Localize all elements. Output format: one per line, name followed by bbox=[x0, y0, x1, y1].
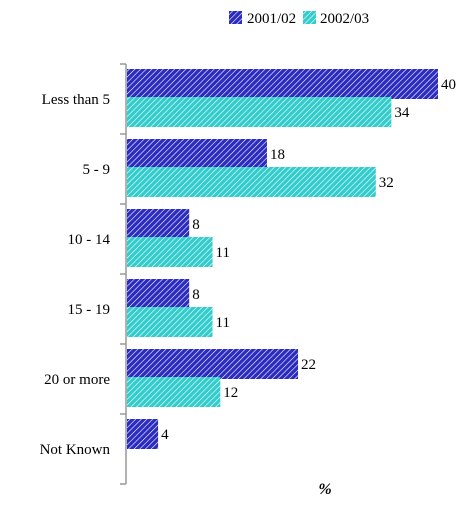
bar-2002-03 bbox=[127, 97, 392, 127]
legend-swatch bbox=[303, 11, 316, 24]
data-label: 8 bbox=[192, 287, 200, 303]
bar-2001-02 bbox=[127, 279, 190, 309]
category-tick-label: Less than 5 bbox=[42, 92, 110, 108]
data-label: 12 bbox=[223, 385, 238, 401]
bar-2001-02 bbox=[127, 419, 159, 449]
x-axis-label: % bbox=[318, 481, 331, 498]
data-label: 22 bbox=[301, 357, 316, 373]
bar-2001-02 bbox=[127, 349, 299, 379]
bar-2002-03 bbox=[127, 377, 221, 407]
data-label: 4 bbox=[161, 427, 169, 443]
legend: 2001/02 2002/03 bbox=[229, 11, 369, 27]
category-axis: Less than 5 5 - 9 10 - 14 15 - 19 20 or more… bbox=[40, 63, 127, 485]
bar-2001-02 bbox=[127, 139, 267, 169]
data-label: 32 bbox=[379, 175, 394, 191]
data-label: 11 bbox=[216, 315, 230, 331]
data-label: 8 bbox=[192, 217, 200, 233]
data-label: 18 bbox=[270, 147, 285, 163]
category-tick-label: 10 - 14 bbox=[68, 232, 111, 248]
legend-swatch bbox=[229, 11, 242, 24]
bar-2001-02 bbox=[127, 209, 190, 239]
data-label: 11 bbox=[216, 245, 230, 261]
legend-label: 2002/03 bbox=[320, 11, 369, 27]
data-labels: 40 34 18 32 8 11 8 11 22 12 4 bbox=[161, 77, 456, 443]
data-label: 40 bbox=[441, 77, 456, 93]
category-tick-label: 15 - 19 bbox=[68, 302, 111, 318]
category-tick-label: 20 or more bbox=[44, 372, 110, 388]
category-tick-label: Not Known bbox=[40, 442, 111, 458]
bar-2002-03 bbox=[127, 237, 213, 267]
bar-2001-02 bbox=[127, 69, 438, 99]
legend-label: 2001/02 bbox=[247, 11, 296, 27]
bars bbox=[127, 69, 438, 449]
bar-2002-03 bbox=[127, 167, 376, 197]
data-label: 34 bbox=[394, 105, 410, 121]
bar-2002-03 bbox=[127, 307, 213, 337]
category-tick-label: 5 - 9 bbox=[83, 162, 111, 178]
